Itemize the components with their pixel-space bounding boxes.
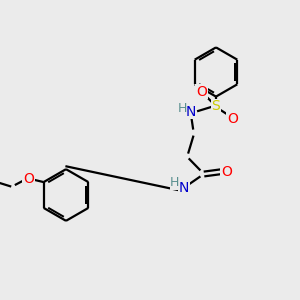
Text: N: N bbox=[179, 181, 189, 194]
Text: O: O bbox=[227, 112, 238, 126]
Text: N: N bbox=[185, 105, 196, 118]
Text: H: H bbox=[170, 176, 180, 190]
Text: O: O bbox=[23, 172, 34, 186]
Text: H: H bbox=[177, 101, 187, 115]
Text: O: O bbox=[221, 165, 232, 178]
Text: O: O bbox=[196, 85, 207, 99]
Text: S: S bbox=[212, 99, 220, 113]
